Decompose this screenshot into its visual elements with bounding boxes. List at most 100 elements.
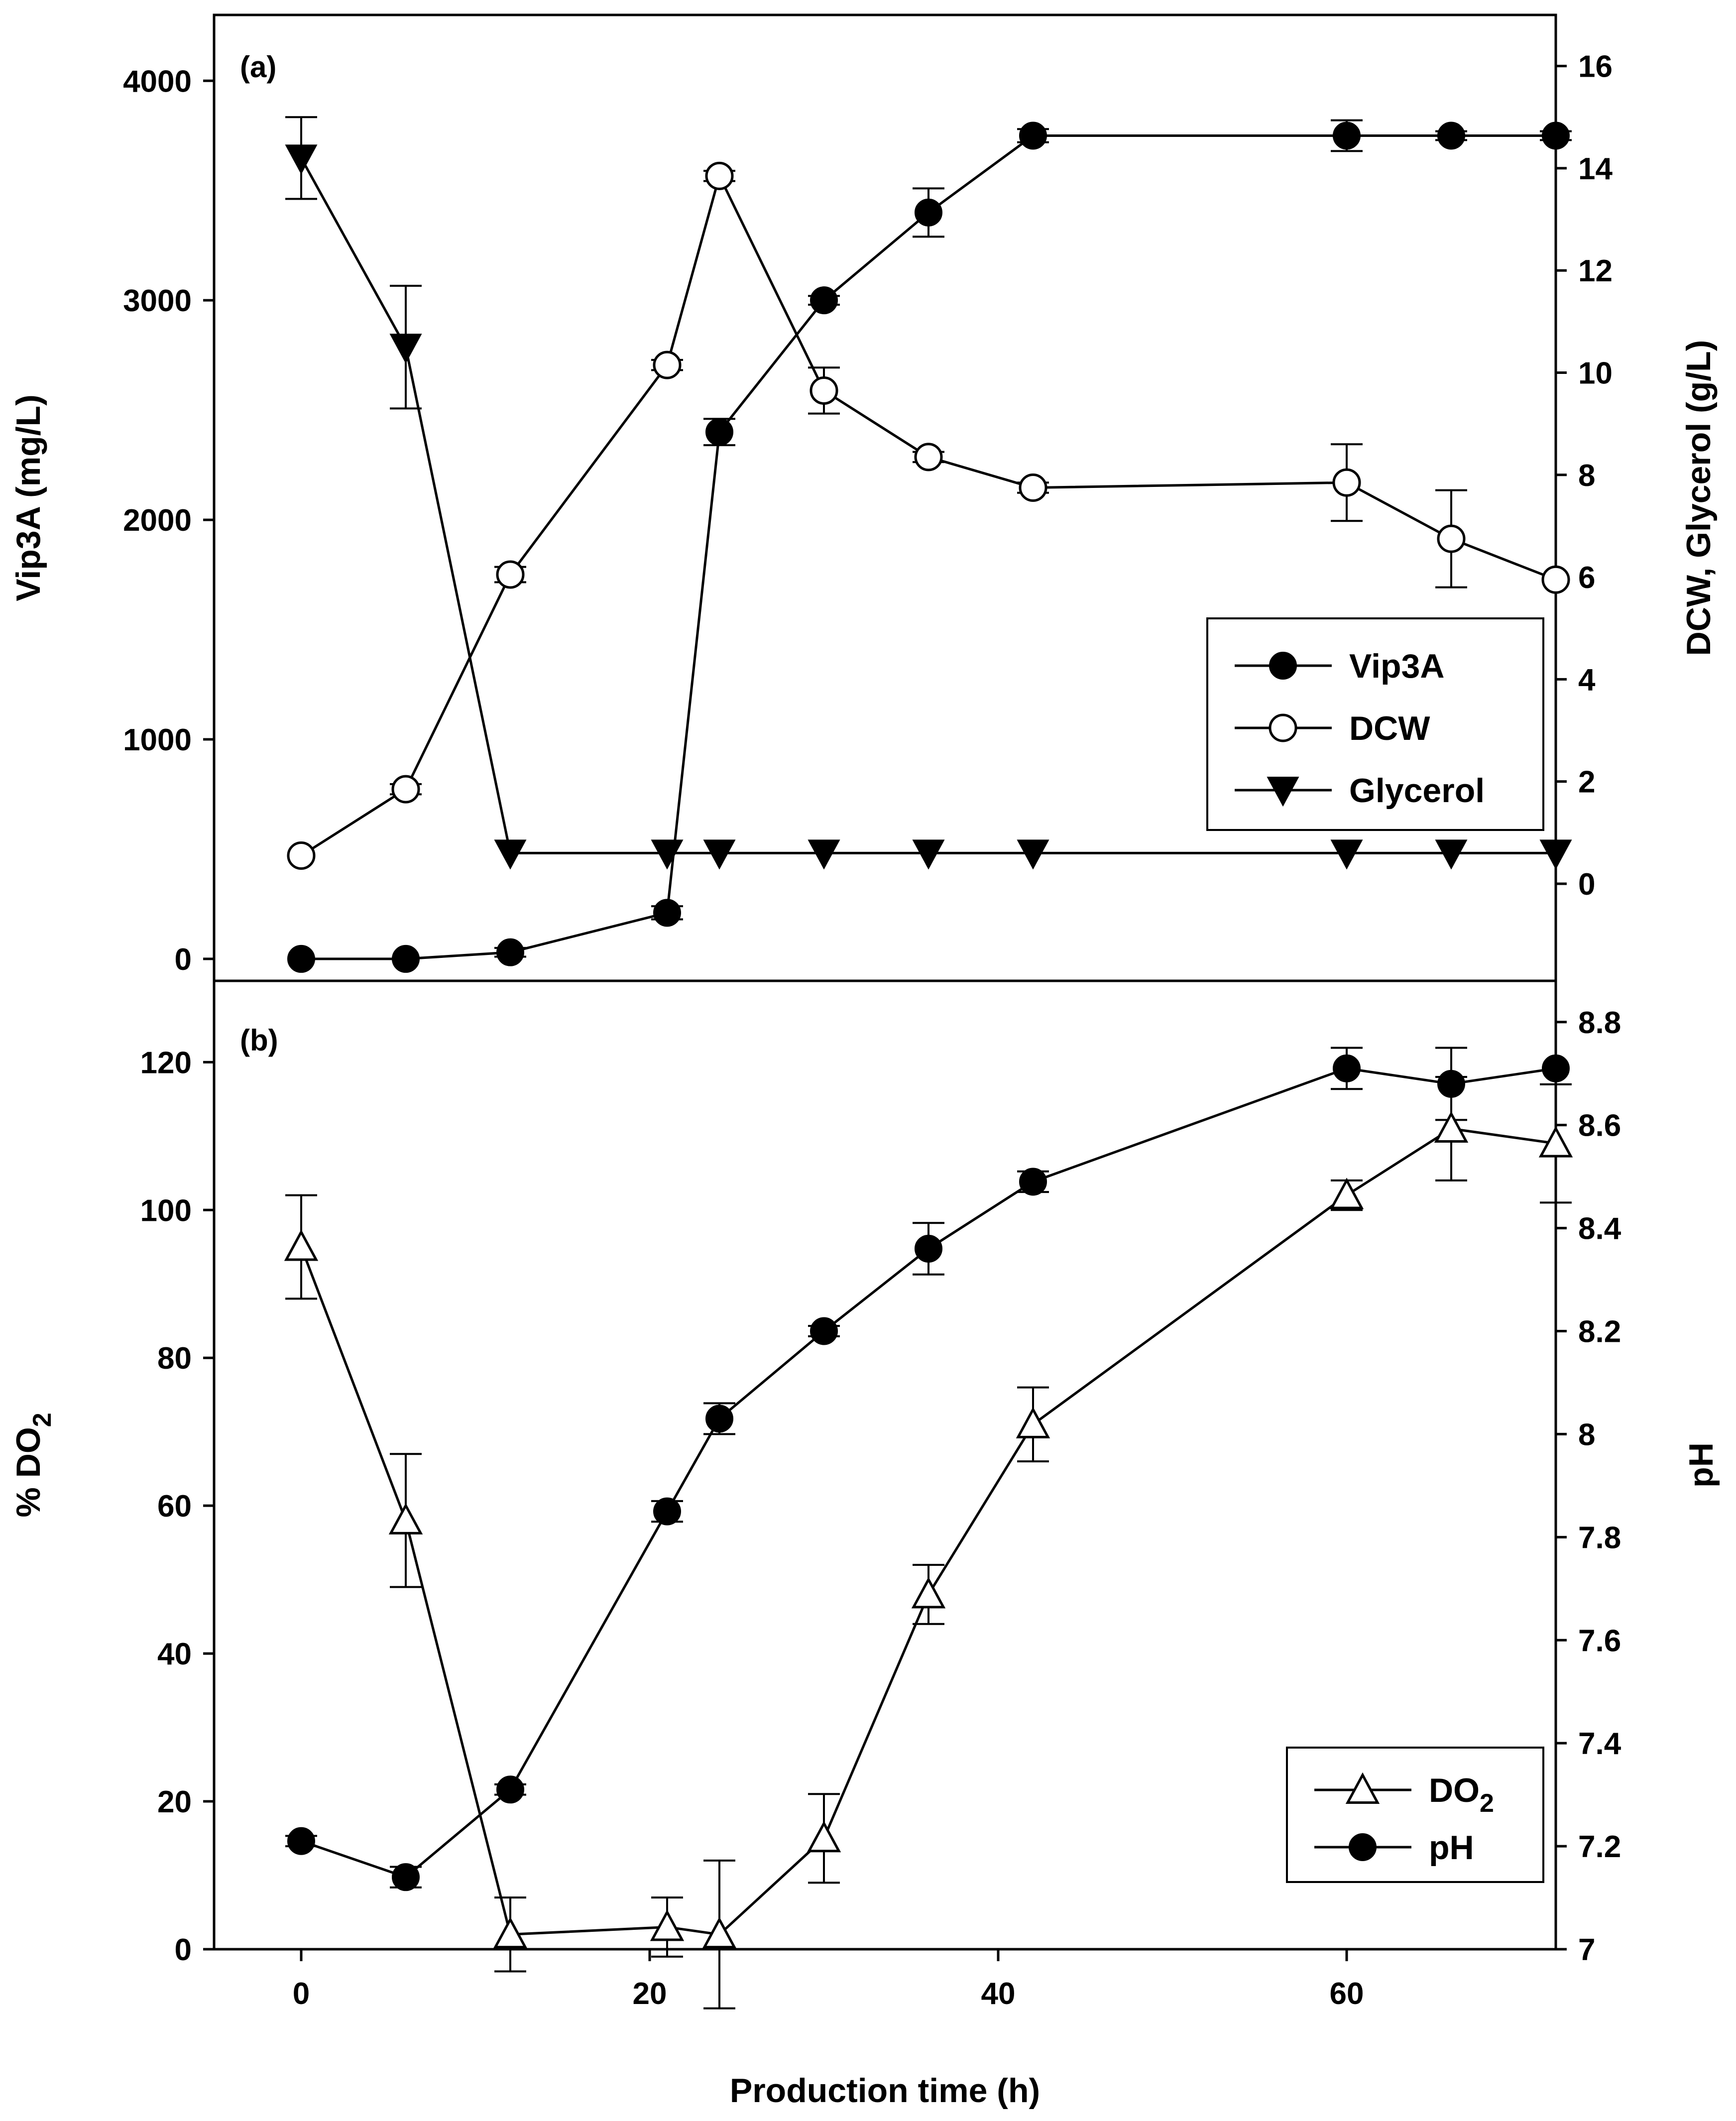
panel-a-series-vip3a-point-shape [1019,121,1047,150]
panel-b-series-do2-point [911,1577,946,1609]
panel-a-series-vip3a-point-shape [392,944,420,973]
panel-a-right-tick-label: 12 [1578,254,1613,288]
panel-b-series-ph-point-shape [1437,1069,1465,1098]
panel-b-series-do2-point [493,1917,528,1949]
panel-b-series-do2-point [388,1503,423,1534]
panel-a-legend-marker [1269,652,1297,680]
panel-b-frame [213,979,1557,1951]
x-tick-label: 40 [981,1977,1016,2011]
panel-b-left-axis-title: % DO2 [9,1413,57,1517]
panel-a-series-dcw-point-shape [705,161,734,190]
panel-a-legend: Vip3A DCW Glycerol [1206,617,1544,831]
panel-a-series-dcw-point-shape [914,443,943,471]
panel-b-series-do2-point-shape [1329,1178,1364,1209]
panel-b-series-do2-point [1329,1178,1364,1209]
panel-a-legend-label: Vip3A [1349,647,1444,685]
panel-a-legend-label: Glycerol [1349,772,1485,810]
panel-b-series-ph-point-shape [653,1497,681,1526]
panel-a-series-vip3a-point-shape [287,944,315,973]
panel-a-legend-marker-shape [1269,713,1297,742]
panel-a-series-glycerol-point-shape [1017,839,1049,870]
panel-b-legend-marker-shape [1349,1833,1377,1861]
panel-a-legend-label: DCW [1349,709,1430,747]
panel-b-series-ph-point [496,1775,524,1804]
panel-a-series-dcw-point-shape [653,351,682,379]
panel-a-series-vip3a-point-shape [1437,121,1465,150]
panel-a-legend-box [1206,617,1544,831]
panel-b-legend-marker-shape [1345,1772,1380,1804]
panel-a: 0 1000 2000 3000 4000 0 2 4 6 8 10 12 14 16 (a) Vip3A (… [9,13,1718,982]
panel-b-left-tick-label: 20 [157,1785,192,1819]
panel-a-series-glycerol-point [285,144,318,175]
panel-a-series-glycerol-point [389,334,422,364]
panel-a-right-tick-label: 2 [1578,765,1595,800]
panel-b-legend-marker [1349,1833,1377,1861]
panel-a-series-glycerol-point-shape [808,839,840,870]
panel-b-left-axis-title-sub: 2 [28,1413,57,1427]
panel-b-left-tick-label: 60 [157,1489,192,1524]
panel-a-left-tick-label: 3000 [123,284,192,318]
panel-b-series-ph-point [1437,1069,1465,1098]
panel-b-series-ph-point-shape [287,1827,315,1855]
panel-a-series-dcw-point-shape [810,376,838,405]
panel-b-series-do2-point [650,1909,685,1941]
panel-b-series-do2-point [1434,1111,1469,1143]
panel-a-legend-marker [1269,713,1297,742]
panel-b-right-tick-label: 8 [1578,1417,1595,1452]
panel-b-series-ph-point-shape [705,1405,733,1433]
panel-b-series-do2-point [702,1917,737,1949]
panel-a-series-glycerol-point [912,839,945,870]
panel-a-left-tick-label: 4000 [123,64,192,99]
panel-a-legend-marker-shape [1267,777,1299,807]
panel-b-series-ph-point-shape [810,1317,838,1345]
panel-b-left-axis-title-main: % DO [9,1427,47,1517]
panel-b-legend-label: pH [1429,1829,1474,1867]
panel-a-series-glycerol-point-shape [1330,839,1363,870]
panel-a-left-tick-label: 0 [175,943,192,977]
panel-b-series-ph-point-shape [392,1863,420,1891]
panel-a-series-glycerol-point [1435,839,1468,870]
panel-a-series-dcw-point [705,161,734,190]
panel-b-series-do2-point [284,1229,319,1261]
panel-a-series-glycerol-point-shape [1539,839,1572,870]
panel-b-series-do2-point [1538,1126,1573,1158]
panel-b-right-tick-label: 7.2 [1578,1830,1621,1864]
panel-b-series-ph-point [1333,1054,1361,1082]
panel-a-series-vip3a-point [392,944,420,973]
panel-a-right-tick-label: 0 [1578,867,1595,902]
panel-a-series-vip3a-point-shape [810,286,838,315]
panel-b-right-tick-label: 8.4 [1578,1212,1621,1246]
panel-b-series-ph-point [1019,1168,1047,1196]
panel-a-left-tick-label: 2000 [123,503,192,538]
panel-a-series-vip3a-point-shape [653,899,681,927]
panel-b-series-do2-point-shape [1538,1126,1573,1158]
panel-b-left-tick-label: 100 [140,1193,192,1228]
panel-a-series-glycerol-point [703,839,736,870]
panel-a-series-vip3a-point [705,418,733,446]
panel-a-series-dcw-point [810,376,838,405]
panel-b-legend-label-main: DO [1429,1771,1480,1809]
panel-a-series-vip3a-point-shape [1333,121,1361,150]
panel-a-series-glycerol-point-shape [389,334,422,364]
panel-a-series-vip3a-point [653,899,681,927]
panel-b-legend-box [1286,1747,1544,1883]
panel-b-series-ph-point [287,1827,315,1855]
panel-a-right-tick-label: 6 [1578,561,1595,595]
panel-a-right-tick-label: 16 [1578,50,1613,84]
panel-a-series-dcw-point-shape [496,560,525,589]
panel-a-legend-marker-shape [1269,652,1297,680]
panel-a-series-vip3a-point [810,286,838,315]
panel-b-series-ph-point-shape [1019,1168,1047,1196]
panel-a-series-glycerol-point-shape [285,144,318,175]
panel-a-series-vip3a-point [1542,121,1570,150]
panel-a-series-vip3a-point-shape [496,938,524,966]
panel-b-left-tick-label: 120 [140,1046,192,1080]
panel-a-series-dcw-point [1437,524,1466,553]
panel-b-right-tick-label: 8.8 [1578,1006,1621,1040]
panel-b-series-do2-point-shape [388,1503,423,1534]
panel-a-series-glycerol-point [651,839,684,870]
panel-a-left-tick-label: 1000 [123,723,192,757]
panel-b-right-tick-label: 7.8 [1578,1521,1621,1555]
